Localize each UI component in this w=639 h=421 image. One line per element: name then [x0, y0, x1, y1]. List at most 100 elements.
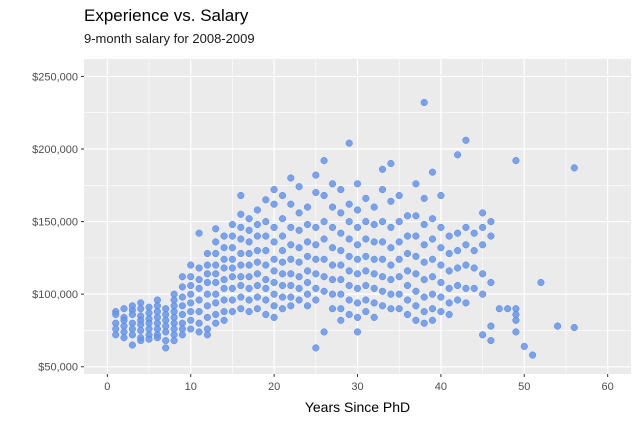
- data-point: [570, 323, 578, 332]
- data-point: [437, 293, 445, 301]
- data-point: [303, 278, 312, 287]
- data-point: [395, 255, 403, 263]
- data-point: [437, 191, 445, 200]
- data-point: [195, 308, 203, 316]
- data-point: [462, 223, 470, 231]
- data-point: [145, 335, 153, 343]
- data-point: [253, 293, 261, 301]
- data-point: [462, 261, 470, 269]
- data-point: [378, 186, 387, 194]
- data-point: [470, 284, 478, 292]
- data-point: [362, 281, 370, 290]
- data-point: [487, 218, 495, 226]
- data-point: [328, 223, 337, 231]
- data-point: [137, 305, 145, 313]
- data-point: [445, 284, 453, 292]
- data-point: [220, 308, 228, 316]
- data-point: [203, 270, 211, 278]
- data-point: [362, 235, 370, 243]
- data-point: [378, 218, 387, 226]
- data-point: [420, 194, 428, 202]
- data-point: [262, 261, 270, 269]
- data-point: [428, 305, 437, 313]
- data-point: [420, 308, 428, 316]
- data-point: [295, 244, 303, 252]
- data-point: [337, 305, 345, 313]
- data-point: [212, 278, 220, 287]
- data-point: [403, 232, 412, 240]
- data-point: [420, 241, 428, 249]
- data-point: [479, 331, 487, 339]
- data-point: [203, 302, 211, 310]
- data-point: [253, 247, 261, 255]
- data-point: [412, 232, 420, 240]
- data-point: [245, 249, 253, 258]
- data-point: [353, 180, 362, 188]
- data-point: [262, 296, 270, 304]
- data-point: [112, 310, 120, 319]
- data-point: [203, 331, 211, 339]
- data-point: [353, 299, 362, 307]
- data-point: [262, 196, 270, 204]
- data-point: [470, 229, 478, 237]
- data-point: [537, 278, 545, 287]
- y-tick-label: $150,000: [32, 217, 78, 229]
- data-point: [437, 244, 445, 252]
- data-point: [262, 218, 270, 226]
- data-point: [120, 305, 128, 313]
- data-point: [128, 331, 136, 339]
- data-point: [170, 337, 178, 345]
- data-point: [487, 322, 495, 330]
- data-point: [420, 293, 428, 301]
- data-point: [403, 267, 412, 275]
- data-point: [245, 215, 253, 223]
- data-point: [345, 139, 353, 147]
- data-point: [378, 273, 387, 281]
- data-point: [212, 270, 220, 278]
- data-point: [245, 238, 253, 246]
- data-point: [362, 194, 370, 202]
- data-point: [137, 321, 145, 329]
- data-point: [353, 328, 362, 336]
- data-point: [387, 261, 395, 269]
- data-point: [487, 278, 495, 287]
- data-point: [353, 241, 362, 249]
- data-point: [320, 287, 328, 295]
- data-point: [479, 290, 487, 298]
- data-point: [295, 258, 303, 266]
- data-point: [462, 241, 470, 249]
- data-point: [178, 293, 186, 301]
- data-point: [312, 284, 320, 292]
- data-point: [320, 255, 328, 263]
- data-point: [370, 238, 378, 246]
- data-point: [162, 328, 170, 336]
- data-point: [345, 235, 353, 243]
- data-point: [295, 183, 303, 191]
- data-point: [303, 220, 312, 229]
- data-point: [504, 305, 512, 313]
- data-point: [362, 296, 370, 304]
- data-point: [420, 258, 428, 266]
- data-point: [195, 264, 203, 272]
- data-point: [320, 273, 328, 281]
- data-point: [253, 220, 261, 229]
- data-point: [220, 244, 228, 252]
- data-point: [428, 235, 437, 243]
- data-point: [187, 281, 195, 290]
- data-point: [237, 305, 245, 313]
- x-tick-label: 30: [351, 381, 363, 393]
- x-tick-label: 10: [185, 381, 197, 393]
- data-point: [479, 270, 487, 278]
- data-point: [428, 290, 437, 298]
- data-point: [312, 255, 320, 263]
- data-point: [445, 310, 453, 319]
- y-tick-label: $200,000: [32, 144, 78, 156]
- data-point: [353, 255, 362, 263]
- data-point: [554, 322, 562, 330]
- data-point: [320, 218, 328, 226]
- data-point: [253, 258, 261, 266]
- data-point: [203, 249, 211, 258]
- data-point: [387, 305, 395, 313]
- data-point: [462, 299, 470, 307]
